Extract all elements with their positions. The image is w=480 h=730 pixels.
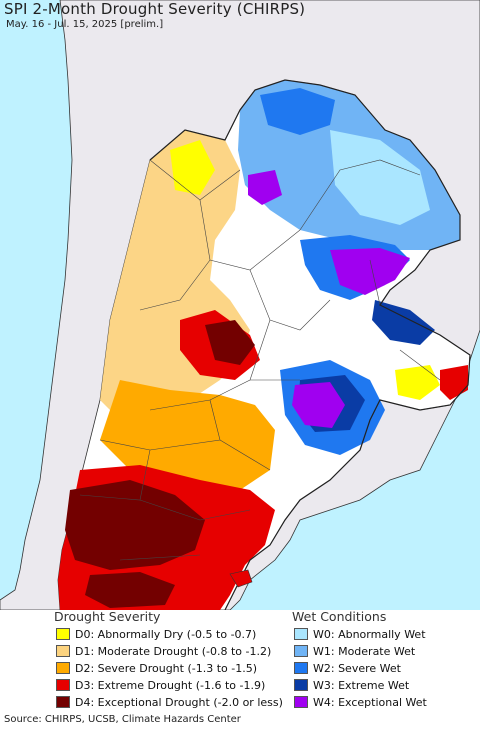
wet-swatch	[294, 662, 308, 674]
wet-swatch	[294, 645, 308, 657]
area-d4-center	[205, 320, 255, 365]
area-w4-east	[330, 248, 410, 295]
wet-swatch	[294, 679, 308, 691]
wet-legend-label: W2: Severe Wet	[313, 661, 401, 675]
province-borders	[79, 159, 441, 561]
wet-legend-heading: Wet Conditions	[292, 609, 387, 624]
wet-legend-item: W0: Abnormally Wet	[294, 626, 426, 642]
island-patch	[229, 569, 253, 588]
drought-swatch	[56, 696, 70, 708]
area-d4-south-tip	[85, 572, 175, 608]
drought-legend-label: D4: Exceptional Drought (-2.0 or less)	[75, 695, 283, 709]
area-d2-center	[100, 380, 275, 490]
area-d3-east	[440, 365, 468, 400]
drought-map: SPI 2-Month Drought Severity (CHIRPS) Ma…	[0, 0, 480, 610]
drought-swatch	[56, 662, 70, 674]
wet-swatch	[294, 696, 308, 708]
legend: Drought Severity Wet Conditions D0: Abno…	[0, 609, 480, 710]
drought-legend-item: D0: Abnormally Dry (-0.5 to -0.7)	[56, 626, 256, 642]
area-d0-east	[395, 365, 440, 400]
wet-legend-item: W4: Exceptional Wet	[294, 694, 427, 710]
wet-legend-item: W1: Moderate Wet	[294, 643, 415, 659]
area-w4-south	[292, 382, 345, 428]
area-w3-east	[372, 300, 435, 345]
wet-swatch	[294, 628, 308, 640]
drought-legend-item: D1: Moderate Drought (-0.8 to -1.2)	[56, 643, 271, 659]
drought-legend-label: D3: Extreme Drought (-1.6 to -1.9)	[75, 678, 266, 692]
map-subtitle: May. 16 - Jul. 15, 2025 [prelim.]	[6, 19, 164, 30]
wet-legend-label: W3: Extreme Wet	[313, 678, 410, 692]
drought-legend-label: D1: Moderate Drought (-0.8 to -1.2)	[75, 644, 272, 658]
drought-swatch	[56, 628, 70, 640]
drought-legend-item: D4: Exceptional Drought (-2.0 or less)	[56, 694, 283, 710]
drought-legend-label: D0: Abnormally Dry (-0.5 to -0.7)	[75, 627, 257, 641]
drought-legend-item: D3: Extreme Drought (-1.6 to -1.9)	[56, 677, 265, 693]
wet-legend-label: W0: Abnormally Wet	[313, 627, 426, 641]
drought-swatch	[56, 645, 70, 657]
area-w2-north	[260, 88, 335, 135]
map-title: SPI 2-Month Drought Severity (CHIRPS)	[4, 0, 306, 18]
wet-legend-label: W1: Moderate Wet	[313, 644, 416, 658]
wet-legend-item: W3: Extreme Wet	[294, 677, 409, 693]
drought-swatch	[56, 679, 70, 691]
source-credit: Source: CHIRPS, UCSB, Climate Hazards Ce…	[4, 714, 241, 725]
area-w0-north	[330, 130, 430, 225]
map-canvas	[0, 0, 480, 610]
drought-legend-label: D2: Severe Drought (-1.3 to -1.5)	[75, 661, 258, 675]
drought-legend-item: D2: Severe Drought (-1.3 to -1.5)	[56, 660, 257, 676]
area-d0-north	[170, 140, 215, 195]
area-d4-patagonia	[65, 480, 205, 570]
wet-legend-item: W2: Severe Wet	[294, 660, 401, 676]
country-border	[149, 79, 471, 610]
drought-legend-heading: Drought Severity	[54, 609, 161, 624]
area-w4-north	[248, 170, 282, 205]
wet-legend-label: W4: Exceptional Wet	[313, 695, 427, 709]
